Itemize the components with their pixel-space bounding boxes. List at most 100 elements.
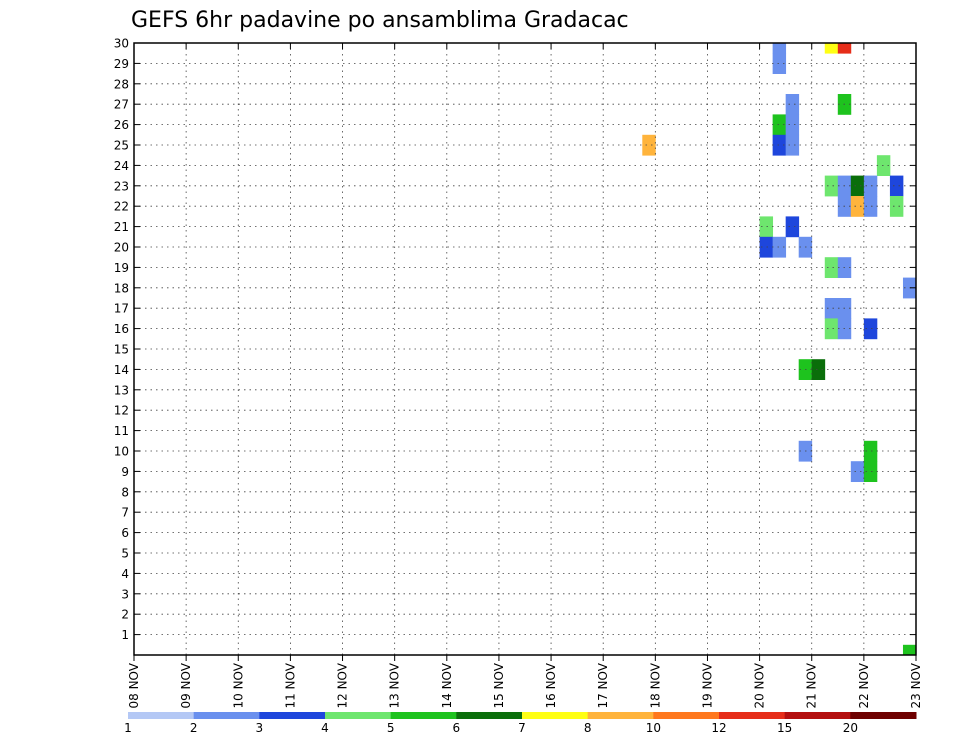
legend-label: 12 bbox=[711, 721, 726, 735]
legend-label: 5 bbox=[387, 721, 395, 735]
heatmap-cell bbox=[772, 53, 787, 74]
x-tick-label: 12 NOV bbox=[336, 662, 350, 708]
heatmap-cell bbox=[824, 43, 839, 54]
legend-swatch bbox=[259, 712, 326, 719]
heatmap-cell bbox=[824, 298, 839, 319]
y-tick-label: 11 bbox=[114, 424, 129, 438]
y-tick-label: 3 bbox=[121, 587, 129, 601]
legend-label: 20 bbox=[843, 721, 858, 735]
heatmap-cell bbox=[850, 175, 865, 197]
y-tick-label: 12 bbox=[114, 404, 129, 418]
x-tick-label: 11 NOV bbox=[283, 662, 297, 708]
x-tick-label: 08 NOV bbox=[127, 662, 141, 708]
y-tick-label: 4 bbox=[121, 567, 129, 581]
y-tick-label: 30 bbox=[114, 37, 129, 51]
heatmap-cell bbox=[785, 216, 800, 238]
legend-swatch bbox=[587, 712, 654, 719]
y-tick-label: 8 bbox=[121, 485, 129, 499]
legend-label: 4 bbox=[321, 721, 329, 735]
y-tick-label: 10 bbox=[114, 445, 129, 459]
heatmap-cell bbox=[850, 196, 865, 217]
x-tick-label: 10 NOV bbox=[231, 662, 245, 708]
y-tick-label: 9 bbox=[121, 465, 129, 479]
y-tick-label: 28 bbox=[114, 77, 129, 91]
legend-swatch bbox=[456, 712, 523, 719]
x-tick-label: 19 NOV bbox=[700, 662, 714, 708]
y-tick-label: 21 bbox=[114, 220, 129, 234]
y-tick-label: 25 bbox=[114, 139, 129, 153]
heatmap-cell bbox=[642, 134, 656, 156]
heatmap-cell bbox=[902, 644, 917, 656]
x-axis: 08 NOV 09 NOV 10 NOV 11 NOV 12 NOV 13 NOV 14 N… bbox=[127, 43, 923, 709]
legend-swatch bbox=[522, 712, 589, 719]
grid-lines bbox=[134, 43, 916, 655]
y-tick-label: 15 bbox=[114, 343, 129, 357]
legend-swatch bbox=[128, 712, 195, 719]
y-tick-label: 16 bbox=[114, 322, 129, 336]
legend-swatch bbox=[653, 712, 720, 719]
heatmap-cell bbox=[889, 175, 904, 197]
legend-swatch bbox=[784, 712, 851, 719]
x-tick-label: 17 NOV bbox=[596, 662, 610, 708]
y-tick-label: 29 bbox=[114, 57, 129, 71]
x-tick-label: 21 NOV bbox=[805, 662, 819, 708]
x-tick-label: 20 NOV bbox=[753, 662, 767, 708]
legend-label: 1 bbox=[124, 721, 132, 735]
legend-label: 10 bbox=[646, 721, 661, 735]
legend-label: 3 bbox=[256, 721, 264, 735]
heatmap-cell bbox=[772, 43, 787, 54]
y-tick-label: 17 bbox=[114, 302, 129, 316]
y-tick-label: 7 bbox=[121, 506, 129, 520]
x-tick-label: 15 NOV bbox=[492, 662, 506, 708]
heatmap-cell bbox=[772, 114, 787, 136]
y-axis: 1234567891011121314151617181920212223242… bbox=[114, 37, 916, 642]
heatmap-cell bbox=[889, 196, 904, 217]
y-tick-label: 2 bbox=[121, 608, 129, 622]
legend-label: 6 bbox=[453, 721, 461, 735]
x-tick-label: 14 NOV bbox=[440, 662, 454, 708]
legend-swatch bbox=[193, 712, 260, 719]
legend-swatch bbox=[719, 712, 786, 719]
heatmap-cell bbox=[811, 359, 826, 380]
heatmap-cell bbox=[837, 43, 852, 54]
heatmap-cell bbox=[824, 175, 839, 197]
color-legend: 1 2 3 4 5 6 7 8 10 12 15 20 bbox=[124, 712, 917, 735]
heatmap-cell bbox=[863, 318, 878, 340]
y-tick-label: 19 bbox=[114, 261, 129, 275]
legend-label: 7 bbox=[518, 721, 526, 735]
x-tick-label: 23 NOV bbox=[909, 662, 923, 708]
y-tick-label: 6 bbox=[121, 526, 129, 540]
x-tick-label: 22 NOV bbox=[857, 662, 871, 708]
heatmap-cells bbox=[642, 43, 917, 656]
heatmap-cell bbox=[824, 257, 839, 278]
x-tick-label: 18 NOV bbox=[648, 662, 662, 708]
heatmap-cell bbox=[824, 318, 839, 340]
heatmap-cell bbox=[863, 175, 878, 197]
heatmap-cell bbox=[759, 216, 774, 238]
heatmap-cell bbox=[772, 134, 787, 156]
legend-label: 8 bbox=[584, 721, 592, 735]
legend-label: 15 bbox=[777, 721, 792, 735]
chart-title: GEFS 6hr padavine po ansamblima Gradacac bbox=[131, 8, 629, 33]
y-tick-label: 26 bbox=[114, 118, 129, 132]
y-tick-label: 18 bbox=[114, 281, 129, 295]
y-tick-label: 24 bbox=[114, 159, 129, 173]
heatmap-cell bbox=[863, 440, 878, 462]
heatmap-cell bbox=[876, 155, 891, 176]
y-tick-label: 5 bbox=[121, 547, 129, 561]
y-tick-label: 23 bbox=[114, 179, 129, 193]
y-tick-label: 13 bbox=[114, 383, 129, 397]
legend-label: 2 bbox=[190, 721, 198, 735]
legend-swatch bbox=[850, 712, 917, 719]
y-tick-label: 27 bbox=[114, 98, 129, 112]
y-tick-label: 14 bbox=[114, 363, 129, 377]
legend-swatch bbox=[390, 712, 457, 719]
heatmap-cell bbox=[759, 236, 774, 258]
heatmap-cell bbox=[785, 114, 800, 136]
x-tick-label: 16 NOV bbox=[544, 662, 558, 708]
x-tick-label: 13 NOV bbox=[388, 662, 402, 708]
heatmap-cell bbox=[785, 94, 800, 115]
heatmap-cell bbox=[785, 134, 800, 156]
legend-swatch bbox=[325, 712, 392, 719]
